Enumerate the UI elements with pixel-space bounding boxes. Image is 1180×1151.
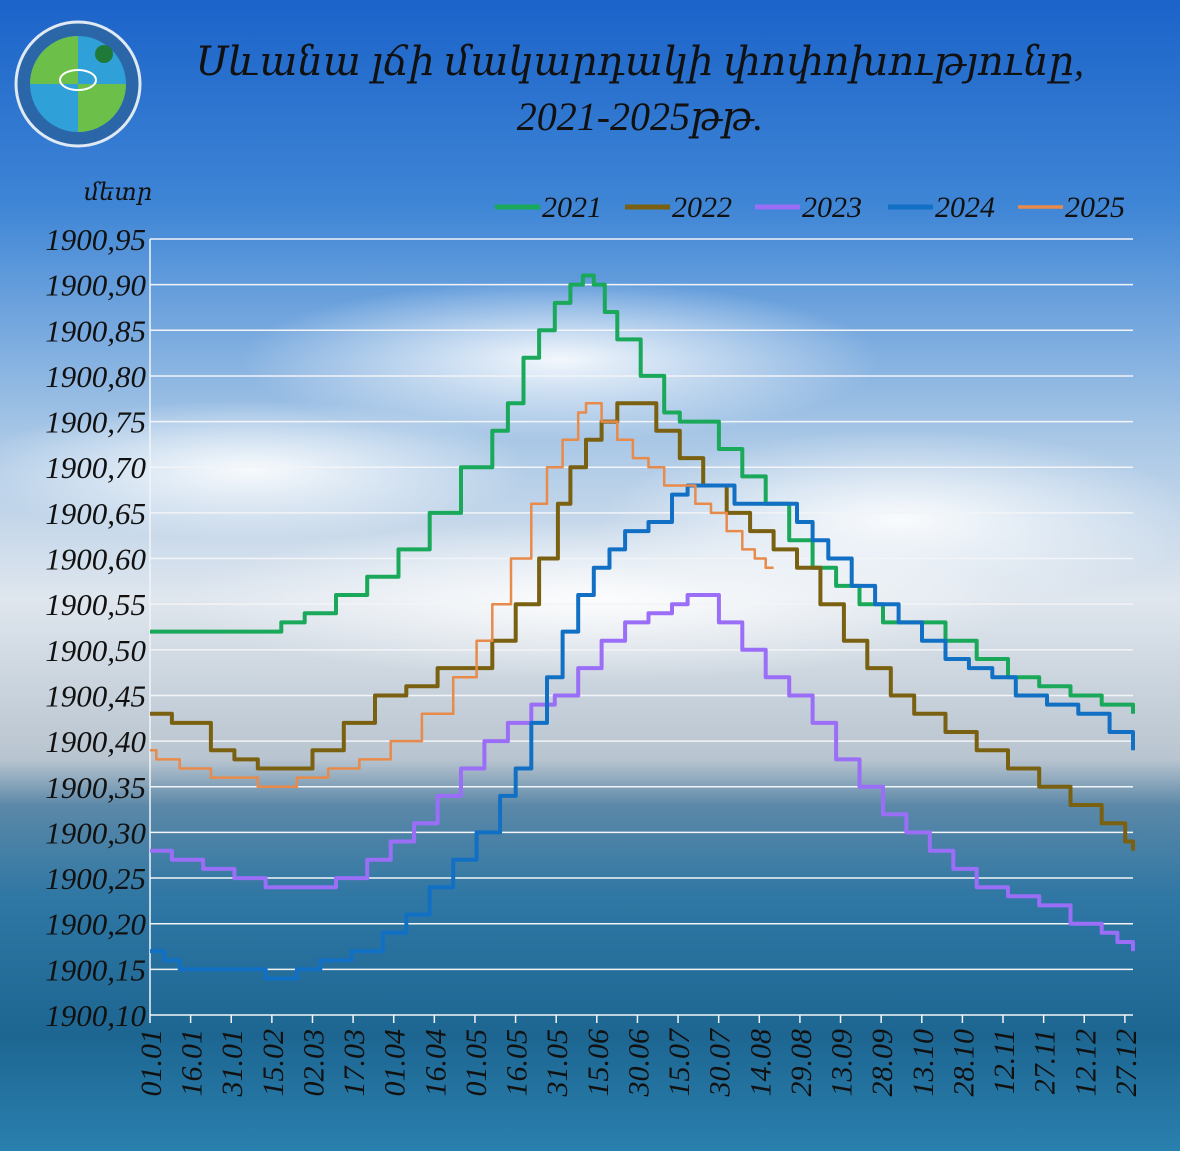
y-tick-label: 1900,65 bbox=[45, 496, 146, 531]
x-tick-label: 16.01 bbox=[176, 1029, 209, 1097]
y-tick-label: 1900,60 bbox=[45, 542, 146, 577]
y-tick-label: 1900,50 bbox=[45, 633, 146, 668]
chart-title-line2: 2021-2025թթ. bbox=[517, 94, 764, 139]
x-tick-label: 16.05 bbox=[501, 1029, 534, 1097]
y-axis-unit-label: մետր bbox=[84, 180, 152, 206]
x-tick-label: 27.12 bbox=[1110, 1029, 1143, 1097]
y-tick-label: 1900,35 bbox=[45, 770, 146, 805]
y-tick-label: 1900,75 bbox=[45, 405, 146, 440]
series-line-2021 bbox=[150, 273, 1135, 714]
x-tick-label: 13.10 bbox=[907, 1029, 940, 1097]
x-tick-label: 01.05 bbox=[460, 1029, 493, 1097]
legend-label-2024: 2024 bbox=[935, 191, 995, 224]
x-tick-label: 13.09 bbox=[826, 1029, 859, 1097]
y-tick-label: 1900,70 bbox=[45, 450, 146, 485]
y-tick-label: 1900,10 bbox=[45, 998, 146, 1033]
y-tick-label: 1900,90 bbox=[45, 268, 146, 303]
y-tick-label: 1900,20 bbox=[45, 907, 146, 942]
x-tick-label: 16.04 bbox=[419, 1029, 452, 1097]
y-tick-label: 1900,80 bbox=[45, 359, 146, 394]
legend-label-2021: 2021 bbox=[542, 191, 602, 224]
x-tick-label: 27.11 bbox=[1029, 1029, 1062, 1094]
y-tick-label: 1900,55 bbox=[45, 587, 146, 622]
y-tick-label: 1900,30 bbox=[45, 815, 146, 850]
series-line-2023 bbox=[150, 593, 1135, 952]
x-tick-label: 31.01 bbox=[216, 1029, 249, 1098]
y-tick-label: 1900,15 bbox=[45, 952, 146, 987]
x-tick-label: 31.05 bbox=[541, 1029, 574, 1098]
series-line-2022 bbox=[150, 401, 1135, 851]
chart-title-line1: Սևանա լճի մակարդակի փոփոխությունը, bbox=[196, 39, 1084, 84]
x-tick-label: 14.08 bbox=[744, 1029, 777, 1097]
x-tick-label: 15.06 bbox=[582, 1029, 615, 1097]
series-lines bbox=[150, 273, 1135, 981]
x-tick-label: 17.03 bbox=[338, 1029, 371, 1097]
series-line-2025 bbox=[150, 402, 774, 789]
y-tick-label: 1900,45 bbox=[45, 678, 146, 713]
x-tick-label: 29.08 bbox=[785, 1029, 818, 1097]
legend-label-2022: 2022 bbox=[672, 191, 732, 224]
x-tick-label: 30.06 bbox=[622, 1029, 655, 1098]
x-tick-label: 30.07 bbox=[704, 1027, 737, 1098]
y-tick-label: 1900,40 bbox=[45, 724, 146, 759]
y-axis-ticks: 1900,95 1900,90 1900,85 1900,80 1900,75 1900,… bbox=[45, 222, 146, 1033]
hydromet-logo bbox=[14, 20, 142, 148]
legend-label-2025: 2025 bbox=[1065, 191, 1125, 224]
x-axis-ticks: 01.01 16.01 31.01 15.02 02.03 17.03 01.04 16.04… bbox=[135, 1015, 1143, 1098]
x-tick-label: 12.11 bbox=[988, 1029, 1021, 1094]
series-line-2024 bbox=[150, 483, 1135, 981]
y-tick-label: 1900,25 bbox=[45, 861, 146, 896]
x-tick-label: 15.07 bbox=[663, 1027, 696, 1097]
gridlines bbox=[149, 238, 1133, 1016]
y-tick-label: 1900,85 bbox=[45, 313, 146, 348]
x-tick-label: 28.10 bbox=[947, 1029, 980, 1097]
x-tick-label: 28.09 bbox=[866, 1029, 899, 1097]
x-tick-label: 01.04 bbox=[379, 1029, 412, 1097]
legend: 2021 2022 2023 2024 2025 bbox=[495, 191, 1125, 224]
x-tick-label: 01.01 bbox=[135, 1029, 168, 1097]
x-tick-label: 02.03 bbox=[297, 1029, 330, 1097]
x-tick-label: 15.02 bbox=[257, 1029, 290, 1097]
x-tick-label: 12.12 bbox=[1069, 1029, 1102, 1097]
legend-label-2023: 2023 bbox=[802, 191, 862, 224]
y-tick-label: 1900,95 bbox=[45, 222, 146, 257]
